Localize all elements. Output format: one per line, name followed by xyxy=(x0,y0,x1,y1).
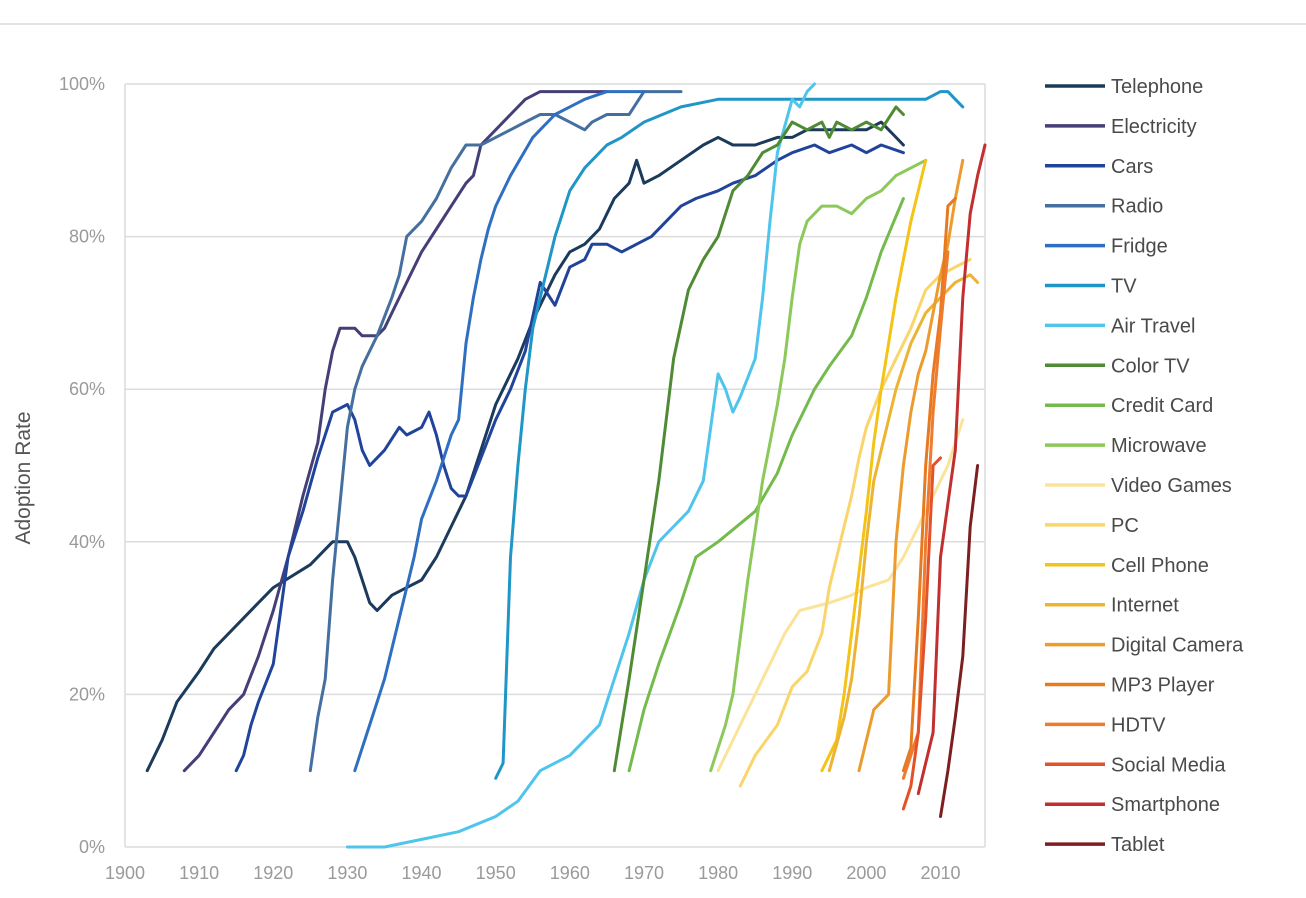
y-axis-ticks: 0% 20% 40% 60% 80% 100% xyxy=(59,74,105,857)
x-tick-label: 2000 xyxy=(846,863,886,883)
legend-label: Smartphone xyxy=(1111,794,1220,816)
legend-label: Radio xyxy=(1111,196,1163,218)
series-line-smartphone xyxy=(916,143,987,796)
series-line-cell-phone xyxy=(820,158,928,773)
legend-label: MP3 Player xyxy=(1111,675,1215,697)
x-tick-label: 1990 xyxy=(772,863,812,883)
y-tick-label: 20% xyxy=(69,684,105,704)
y-tick-label: 100% xyxy=(59,74,105,94)
top-divider xyxy=(0,23,1306,25)
legend-item-internet: Internet xyxy=(1045,595,1179,617)
y-tick-label: 40% xyxy=(69,532,105,552)
legend-label: Video Games xyxy=(1111,475,1232,497)
legend-item-fridge: Fridge xyxy=(1045,236,1168,258)
legend-label: HDTV xyxy=(1111,714,1166,736)
series-line-radio xyxy=(308,90,683,773)
legend-item-social-media: Social Media xyxy=(1045,754,1226,776)
legend-label: Microwave xyxy=(1111,435,1207,457)
legend-item-smartphone: Smartphone xyxy=(1045,794,1220,816)
y-axis-label: Adoption Rate xyxy=(12,411,35,544)
x-tick-label: 1980 xyxy=(698,863,738,883)
legend-item-telephone: Telephone xyxy=(1045,76,1203,98)
legend-label: Social Media xyxy=(1111,754,1226,776)
series-line-credit-card xyxy=(627,197,905,773)
legend-label: Cell Phone xyxy=(1111,555,1209,577)
legend-label: Tablet xyxy=(1111,834,1165,856)
x-tick-label: 1900 xyxy=(105,863,145,883)
legend-item-radio: Radio xyxy=(1045,196,1163,218)
series-line-air-travel xyxy=(345,82,816,849)
series-line-fridge xyxy=(353,90,646,773)
legend-item-color-tv: Color TV xyxy=(1045,355,1190,377)
legend-item-mp3-player: MP3 Player xyxy=(1045,675,1215,697)
x-tick-label: 1970 xyxy=(624,863,664,883)
series-line-tv xyxy=(494,90,965,780)
legend-item-credit-card: Credit Card xyxy=(1045,395,1213,417)
series-line-cars xyxy=(234,143,905,773)
legend-label: Electricity xyxy=(1111,116,1197,138)
series-line-microwave xyxy=(709,158,928,773)
series-line-mp3-player xyxy=(901,197,957,773)
y-tick-label: 0% xyxy=(79,837,105,857)
legend-label: Digital Camera xyxy=(1111,635,1244,657)
series-line-internet xyxy=(827,273,980,773)
legend-label: Credit Card xyxy=(1111,395,1213,417)
x-axis-ticks: 1900 1910 1920 1930 1940 1950 1960 1970 1980 1990… xyxy=(105,863,961,883)
legend-item-video-games: Video Games xyxy=(1045,475,1232,497)
x-tick-label: 1940 xyxy=(402,863,442,883)
legend-item-cars: Cars xyxy=(1045,156,1153,178)
legend-item-hdtv: HDTV xyxy=(1045,714,1166,736)
legend-label: Internet xyxy=(1111,595,1179,617)
legend-item-digital-camera: Digital Camera xyxy=(1045,635,1244,657)
x-tick-label: 2010 xyxy=(920,863,960,883)
legend-item-tablet: Tablet xyxy=(1045,834,1165,856)
series-lines xyxy=(145,82,987,849)
series-line-pc xyxy=(738,258,972,788)
legend-item-pc: PC xyxy=(1045,515,1139,537)
series-line-digital-camera xyxy=(857,158,965,773)
y-tick-label: 60% xyxy=(69,379,105,399)
legend-label: Cars xyxy=(1111,156,1153,178)
x-tick-label: 1920 xyxy=(253,863,293,883)
legend-label: Air Travel xyxy=(1111,315,1195,337)
legend-item-cell-phone: Cell Phone xyxy=(1045,555,1209,577)
legend-label: Telephone xyxy=(1111,76,1203,98)
legend-item-microwave: Microwave xyxy=(1045,435,1207,457)
legend-item-tv: TV xyxy=(1045,276,1137,298)
legend-item-air-travel: Air Travel xyxy=(1045,315,1195,337)
series-line-tablet xyxy=(939,464,980,818)
series-line-electricity xyxy=(182,90,609,773)
legend-label: Color TV xyxy=(1111,355,1190,377)
legend-label: TV xyxy=(1111,276,1137,298)
legend-label: Fridge xyxy=(1111,236,1168,258)
series-line-telephone xyxy=(145,120,905,773)
x-tick-label: 1960 xyxy=(550,863,590,883)
x-tick-label: 1930 xyxy=(327,863,367,883)
legend-label: PC xyxy=(1111,515,1139,537)
x-tick-label: 1950 xyxy=(476,863,516,883)
legend-item-electricity: Electricity xyxy=(1045,116,1197,138)
y-tick-label: 80% xyxy=(69,227,105,247)
x-tick-label: 1910 xyxy=(179,863,219,883)
legend: Telephone Electricity Cars Radio Fridge TV Air… xyxy=(1045,76,1244,856)
series-line-social-media xyxy=(901,456,942,811)
series-line-color-tv xyxy=(612,105,905,773)
